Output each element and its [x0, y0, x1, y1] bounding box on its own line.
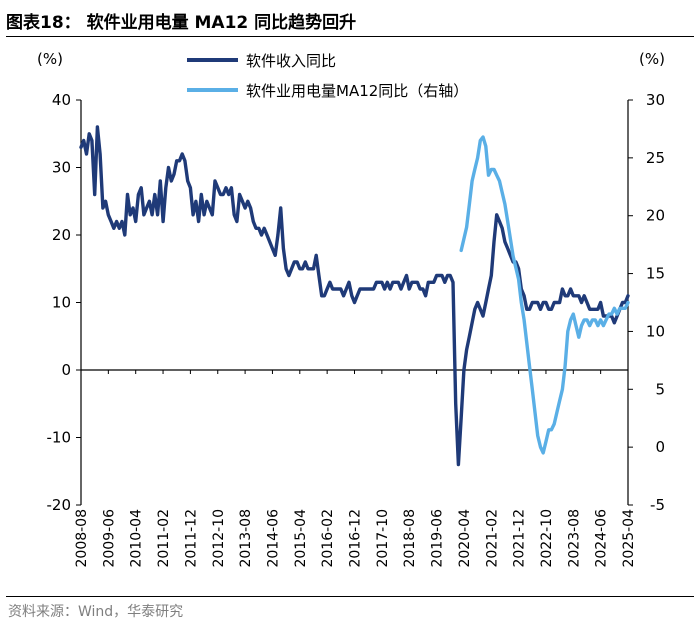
x-tick-label: 2011-12	[183, 509, 199, 568]
x-tick-label: 2022-10	[539, 509, 555, 568]
x-tick-label: 2016-02	[320, 509, 336, 568]
x-tick-label: 2010-04	[129, 509, 145, 568]
bottom-rule	[6, 596, 694, 597]
x-tick-label: 2017-10	[375, 509, 391, 568]
x-tick-label: 2012-10	[211, 509, 227, 568]
series-line-power-ma12	[459, 135, 630, 455]
right-tick-label: 15	[646, 265, 665, 283]
x-tick-label: 2021-02	[484, 509, 500, 568]
x-tick-label: 2020-04	[457, 509, 473, 568]
x-tick-label: 2011-02	[156, 509, 172, 568]
title-rule	[6, 36, 694, 37]
legend-label: 软件收入同比	[246, 52, 336, 70]
source-note: 资料来源：Wind，华泰研究	[8, 604, 184, 620]
left-tick-label: 10	[52, 294, 71, 312]
x-tick-label: 2008-08	[74, 509, 90, 568]
x-tick-label: 2025-04	[621, 509, 637, 568]
left-tick-label: 40	[52, 91, 71, 109]
x-tick-label: 2009-06	[101, 509, 117, 568]
x-tick-label: 2021-12	[512, 509, 528, 568]
right-tick-label: 30	[646, 91, 665, 109]
left-tick-label: 20	[52, 226, 71, 244]
x-tick-label: 2015-04	[293, 509, 309, 568]
right-tick-label: 20	[646, 207, 665, 225]
left-axis-unit: (%)	[37, 50, 63, 68]
x-tick-label: 2019-06	[430, 509, 446, 568]
left-tick-label: -20	[47, 496, 72, 514]
x-tick-label: 2013-08	[238, 509, 254, 568]
legend-label: 软件业用电量MA12同比（右轴）	[246, 82, 468, 100]
left-tick-label: 0	[61, 361, 71, 379]
figure-title: 图表18： 软件业用电量 MA12 同比趋势回升	[6, 13, 357, 33]
right-tick-label: 0	[655, 438, 665, 456]
left-tick-label: -10	[47, 429, 72, 447]
x-tick-label: 2018-08	[402, 509, 418, 568]
x-tick-label: 2014-06	[265, 509, 281, 568]
right-axis-unit: (%)	[639, 50, 665, 68]
x-tick-label: 2016-12	[348, 509, 364, 568]
right-tick-label: 10	[646, 322, 665, 340]
series-line-software-revenue	[79, 125, 630, 467]
left-tick-label: 30	[52, 159, 71, 177]
x-tick-label: 2023-08	[566, 509, 582, 568]
x-tick-label: 2024-06	[594, 509, 610, 568]
right-tick-label: 25	[646, 149, 665, 167]
right-tick-label: -5	[650, 496, 665, 514]
right-tick-label: 5	[655, 380, 665, 398]
